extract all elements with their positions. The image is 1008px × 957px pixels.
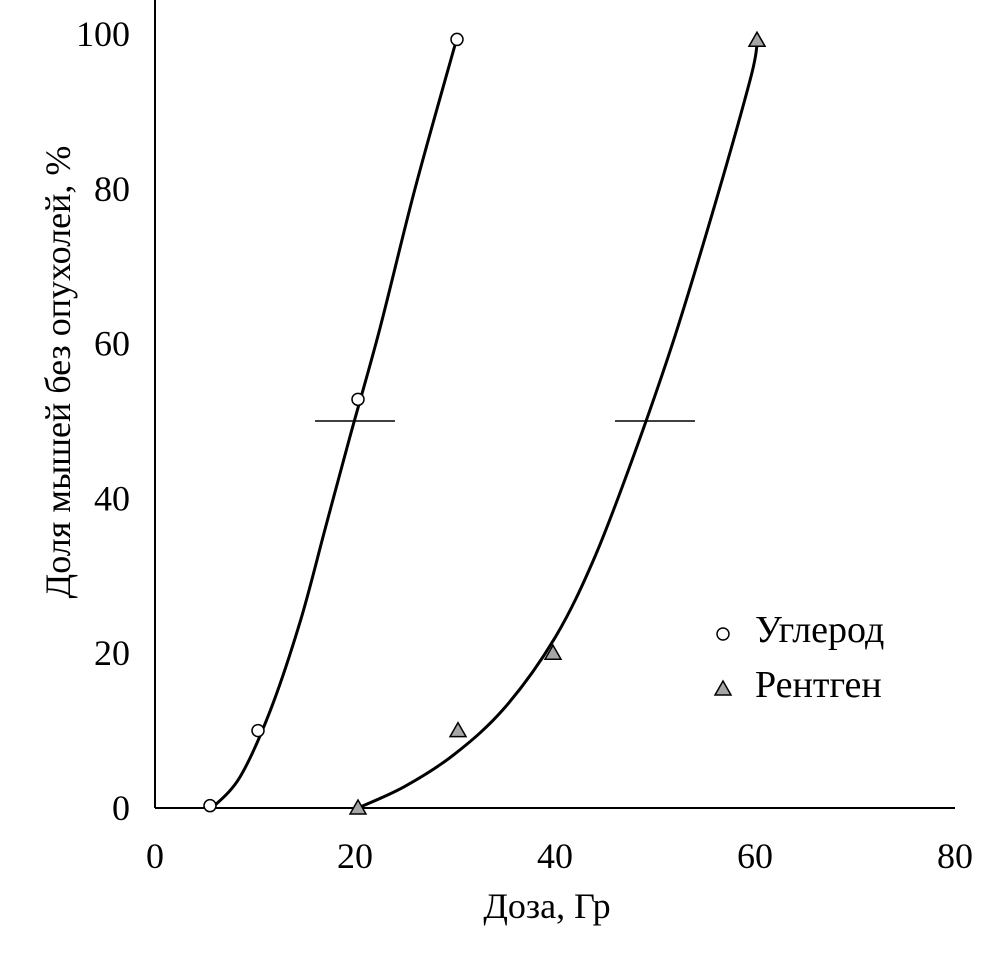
fit-curve-xray [357,45,759,810]
data-point-xray [747,30,767,47]
y-axis-title: Доля мышей без опухолей, % [38,146,78,599]
y-tick-label: 80 [94,169,130,209]
data-point-carbon [351,392,365,407]
data-point-xray [448,721,468,738]
x-tick-label: 60 [737,836,773,876]
data-point-xray [543,643,563,660]
legend-item-carbon: Углерод [716,609,884,651]
legend-triangle-marker [713,679,733,696]
y-tick-label: 20 [94,633,130,673]
x-tick-label: 0 [146,836,164,876]
fit-curve-carbon [211,37,459,809]
x-axis-title: Доза, Гр [483,886,610,926]
y-tick-label: 0 [112,788,130,828]
x-tick-label: 40 [537,836,573,876]
y-tick-labels: 0 20 40 60 80 100 [76,14,130,828]
y-tick-label: 40 [94,478,130,518]
x-tick-label: 20 [337,836,373,876]
data-point-carbon [251,723,265,738]
axes [154,0,955,809]
data-point-xray [348,798,368,815]
x-tick-label: 80 [937,836,973,876]
legend-item-xray: Рентген [713,664,882,706]
legend-label: Углерод [755,609,884,651]
y-tick-label: 100 [76,14,130,54]
legend: Углерод Рентген [713,609,884,706]
data-point-carbon [450,32,464,47]
data-point-carbon [203,798,217,813]
legend-circle-marker [716,627,730,641]
y-tick-label: 60 [94,324,130,364]
legend-label: Рентген [755,664,882,706]
data-points [203,30,767,815]
x-tick-labels: 0 20 40 60 80 [146,836,973,876]
fit-curves [211,37,759,810]
